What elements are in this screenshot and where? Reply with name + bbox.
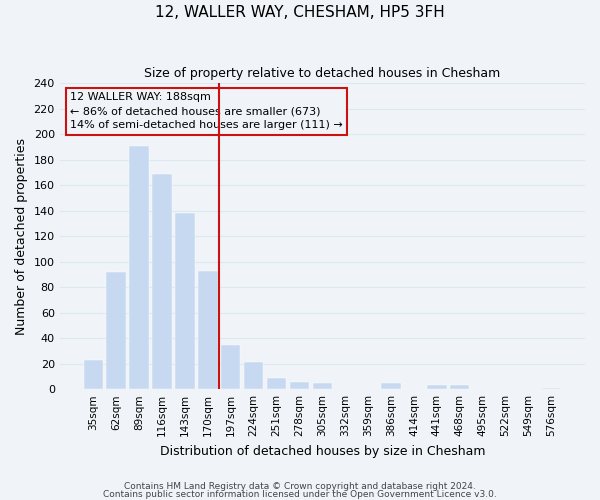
Bar — [244, 362, 263, 389]
Bar — [221, 344, 241, 389]
Bar — [106, 272, 126, 389]
Text: 12 WALLER WAY: 188sqm
← 86% of detached houses are smaller (673)
14% of semi-det: 12 WALLER WAY: 188sqm ← 86% of detached … — [70, 92, 343, 130]
Bar — [152, 174, 172, 389]
Bar — [542, 388, 561, 389]
Bar — [130, 146, 149, 389]
Bar — [450, 386, 469, 389]
Title: Size of property relative to detached houses in Chesham: Size of property relative to detached ho… — [144, 68, 500, 80]
Bar — [198, 270, 218, 389]
Bar — [175, 213, 194, 389]
Bar — [290, 382, 309, 389]
Bar — [267, 378, 286, 389]
X-axis label: Distribution of detached houses by size in Chesham: Distribution of detached houses by size … — [160, 444, 485, 458]
Text: 12, WALLER WAY, CHESHAM, HP5 3FH: 12, WALLER WAY, CHESHAM, HP5 3FH — [155, 5, 445, 20]
Y-axis label: Number of detached properties: Number of detached properties — [15, 138, 28, 334]
Text: Contains HM Land Registry data © Crown copyright and database right 2024.: Contains HM Land Registry data © Crown c… — [124, 482, 476, 491]
Text: Contains public sector information licensed under the Open Government Licence v3: Contains public sector information licen… — [103, 490, 497, 499]
Bar — [382, 383, 401, 389]
Bar — [313, 383, 332, 389]
Bar — [427, 386, 446, 389]
Bar — [83, 360, 103, 389]
